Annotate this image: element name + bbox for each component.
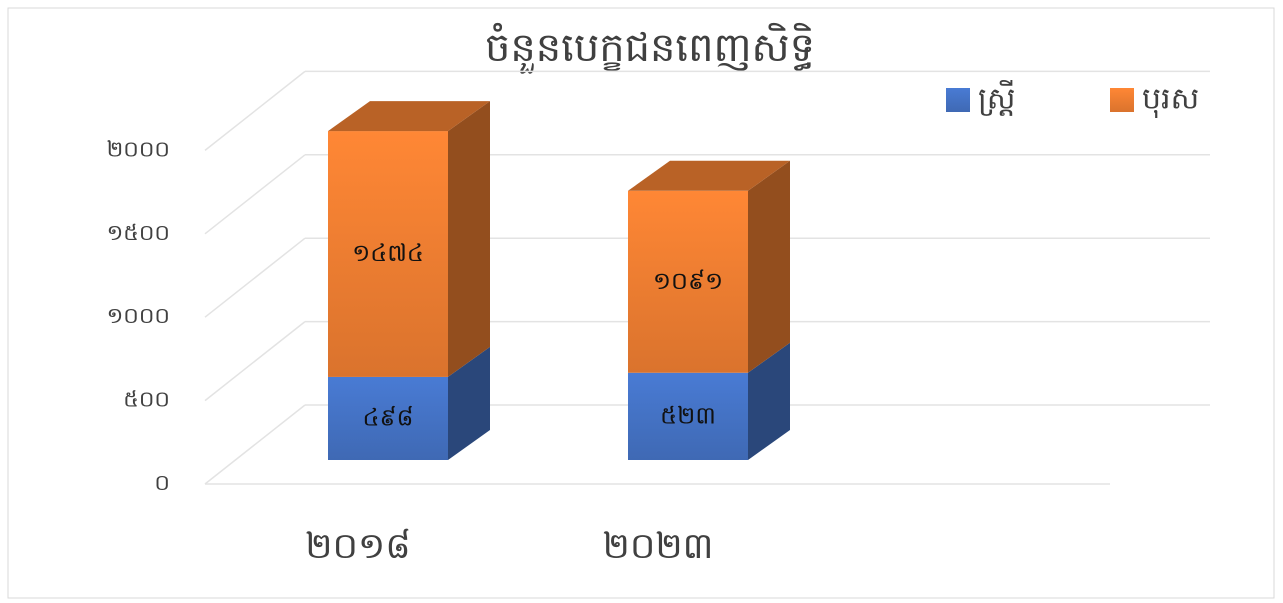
grid-line — [204, 154, 306, 235]
y-tick-label: ២០០០ — [107, 137, 170, 162]
grid-line — [204, 70, 306, 151]
y-tick-label: ៥០០ — [123, 388, 170, 413]
bar — [328, 376, 448, 460]
bar — [628, 372, 748, 460]
y-tick-label: ១៥០០ — [107, 221, 170, 246]
bar-top — [628, 160, 790, 191]
legend-swatch — [1110, 88, 1134, 112]
grid-line — [204, 404, 306, 485]
bar-side — [748, 342, 790, 460]
y-tick-label: ០ — [154, 471, 170, 496]
bar-side — [448, 101, 490, 377]
x-tick-label: ២០១៨ — [305, 526, 410, 567]
data-label: ៤៩៨ — [363, 403, 414, 431]
bar — [628, 190, 748, 373]
legend-label: ស្រ្តី — [978, 80, 1016, 117]
x-tick-label: ២០២៣ — [603, 526, 714, 567]
legend-swatch — [946, 88, 970, 112]
bar-top — [328, 101, 490, 132]
legend-label: បុរស — [1142, 82, 1199, 119]
bar-side — [748, 160, 790, 373]
data-label: ១០៩១ — [653, 267, 723, 295]
grid-line — [204, 321, 306, 402]
y-tick-label: ១០០០ — [107, 304, 170, 329]
bar-side — [448, 346, 490, 460]
data-label: ១៤៧៤ — [352, 239, 424, 267]
grid-line — [204, 237, 306, 318]
data-label: ៥២៣ — [660, 401, 716, 429]
bar — [328, 131, 448, 377]
chart-title: ចំនួនបេក្ខជនពេញសិទ្ធិ — [485, 22, 815, 74]
